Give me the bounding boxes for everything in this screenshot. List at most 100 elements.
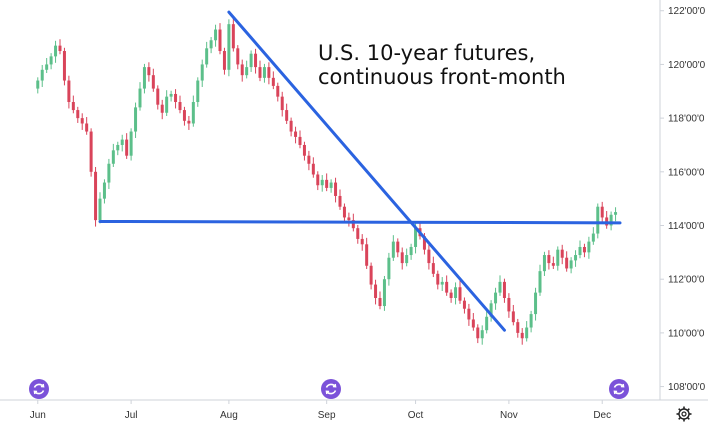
candle: [165, 90, 169, 116]
candle-body: [334, 182, 338, 196]
candle-body: [89, 131, 93, 172]
candle-body: [125, 139, 129, 156]
candle-body: [142, 67, 146, 89]
candle-body: [58, 45, 62, 52]
candle: [227, 19, 231, 77]
candle-body: [45, 64, 49, 70]
candle-body: [218, 29, 222, 52]
candle-body: [271, 77, 275, 86]
candle-body: [556, 249, 560, 266]
candle: [382, 275, 386, 311]
candle: [218, 23, 222, 55]
candle: [369, 262, 373, 290]
candle: [289, 117, 293, 137]
candle-body: [209, 40, 213, 49]
time-tick-label: Nov: [500, 410, 518, 421]
candle: [102, 179, 106, 204]
candle-body: [102, 182, 106, 199]
candle-body: [378, 297, 382, 307]
candle-body: [165, 96, 169, 113]
candle: [365, 237, 369, 269]
candle: [134, 102, 138, 138]
candle: [569, 257, 573, 274]
candle-body: [280, 96, 284, 111]
candle: [502, 278, 506, 303]
time-axis: Jun Jul Aug Sep Oct Nov Dec: [30, 400, 611, 421]
candle: [458, 280, 462, 304]
candle-body: [480, 330, 484, 339]
chart-title-line-1: U.S. 10-year futures,: [318, 41, 535, 65]
candle-body: [476, 327, 480, 339]
candle: [262, 63, 266, 83]
candle: [356, 224, 360, 244]
candle-body: [351, 220, 355, 229]
candle: [329, 179, 333, 193]
candle: [209, 37, 213, 54]
candle: [294, 126, 298, 144]
candle-body: [160, 104, 164, 113]
candle: [360, 234, 364, 251]
candle-body: [49, 56, 53, 65]
candle: [45, 57, 49, 74]
gear-icon[interactable]: [676, 406, 692, 422]
candle-body: [107, 163, 111, 183]
candle: [565, 251, 569, 272]
candle: [405, 248, 409, 267]
candle: [196, 77, 200, 107]
candle-body: [174, 93, 178, 103]
candle: [58, 39, 62, 55]
candle: [600, 201, 604, 224]
candle-body: [240, 64, 244, 76]
candle-body: [382, 279, 386, 307]
candle: [374, 279, 378, 305]
rollover-icon[interactable]: [29, 379, 49, 399]
candle-body: [289, 120, 293, 132]
candle-body: [591, 233, 595, 242]
candle-body: [360, 238, 364, 245]
candle-body: [574, 255, 578, 261]
candle-body: [276, 85, 280, 97]
candle-body: [516, 322, 520, 333]
candle-body: [609, 214, 613, 226]
price-tick-label: 114'00'0: [668, 221, 705, 232]
candle-body: [214, 29, 218, 41]
candle-body: [422, 236, 426, 250]
rollover-icon[interactable]: [609, 379, 629, 399]
candle-body: [502, 281, 506, 298]
candle: [191, 95, 195, 127]
candle-body: [169, 93, 173, 97]
candle-body: [62, 51, 66, 81]
candle: [516, 318, 520, 338]
candle: [156, 85, 160, 110]
candle: [200, 59, 204, 87]
candle-body: [302, 144, 306, 156]
candle: [574, 250, 578, 267]
candle: [302, 141, 306, 161]
candle: [120, 134, 124, 152]
candle-body: [356, 228, 360, 239]
candle-body: [414, 228, 418, 247]
rollover-icon[interactable]: [321, 379, 341, 399]
candle-body: [329, 182, 333, 188]
price-tick-label: 108'00'0: [668, 382, 706, 393]
candle: [125, 133, 129, 159]
price-tick-label: 120'00'0: [668, 60, 706, 71]
candle-body: [440, 281, 444, 285]
candle: [62, 47, 66, 86]
candle: [427, 244, 431, 270]
price-tick-label: 118'00'0: [668, 114, 705, 125]
candle: [245, 60, 249, 79]
candle-body: [236, 48, 240, 65]
candle: [178, 95, 182, 114]
candle: [49, 53, 53, 70]
candle-body: [485, 316, 489, 331]
candle: [280, 91, 284, 117]
candle-body: [525, 327, 529, 339]
candle-body: [467, 308, 471, 320]
candle-body: [85, 123, 89, 132]
candle-body: [138, 88, 142, 108]
candle: [267, 62, 271, 85]
candle: [160, 99, 164, 120]
candle: [507, 293, 511, 318]
